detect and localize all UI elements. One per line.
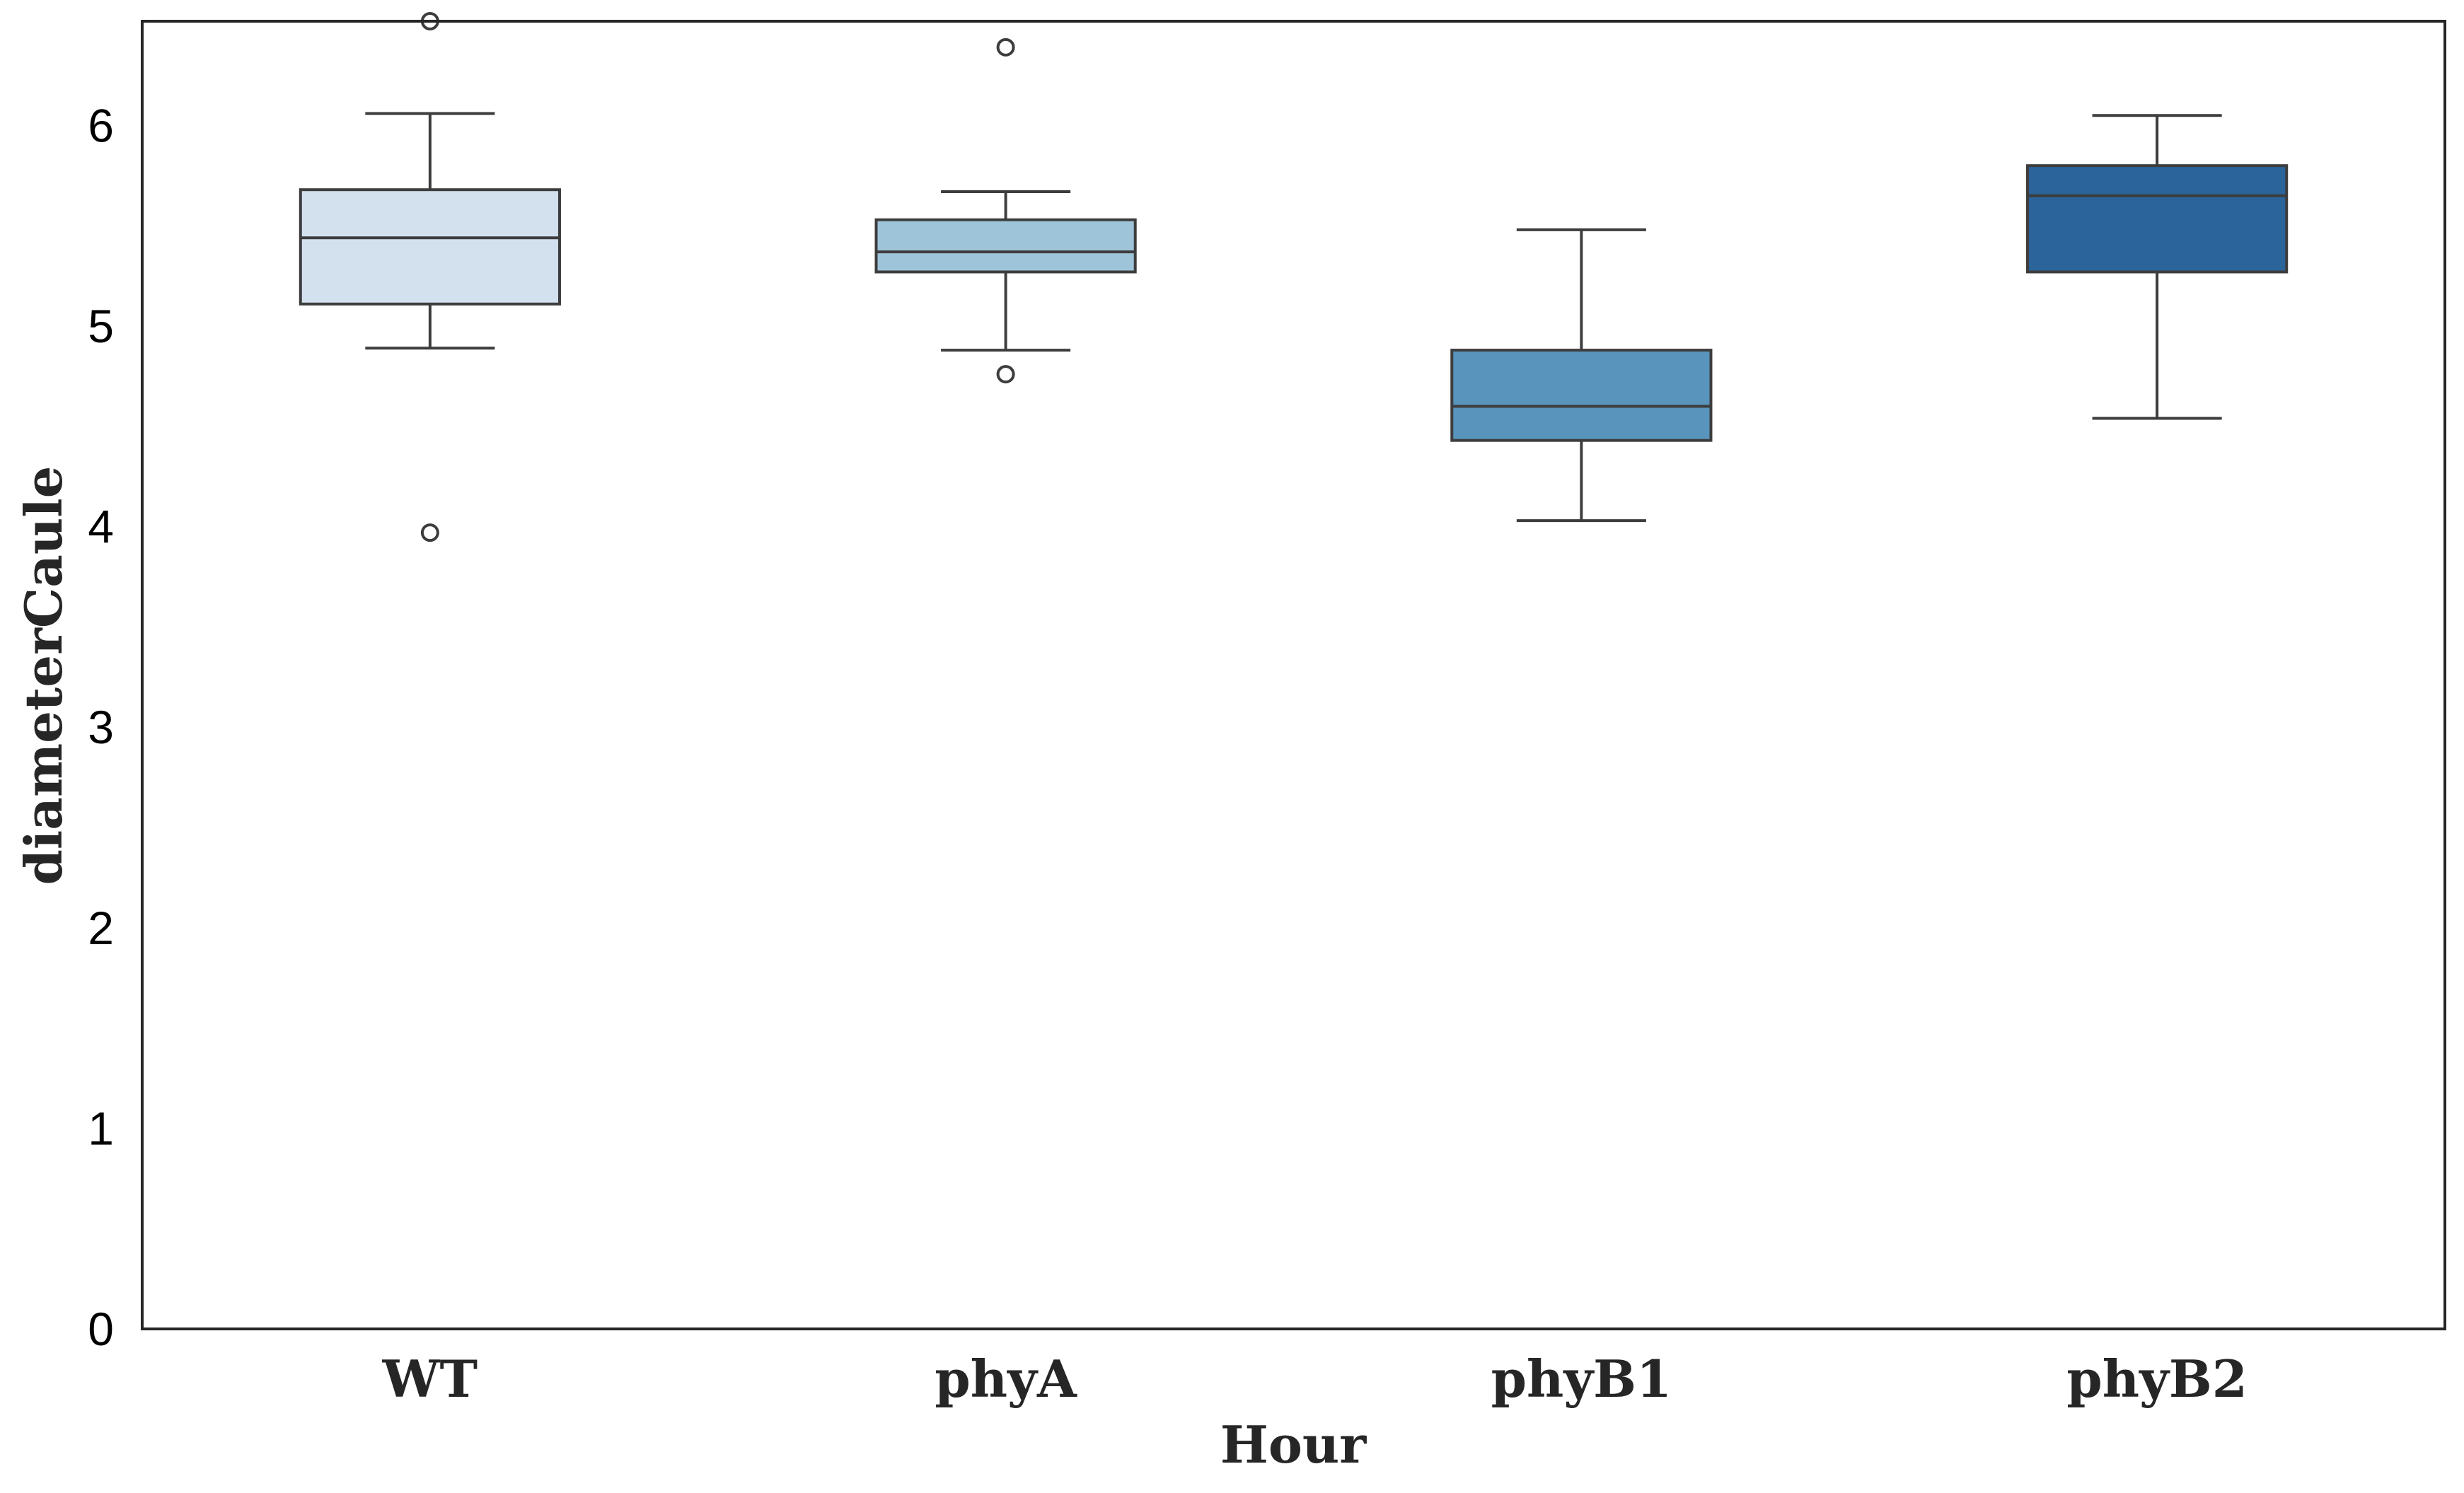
y-tick-label: 6 bbox=[88, 99, 114, 151]
x-axis: WT phyA phyB1 phyB2 bbox=[382, 1349, 2248, 1409]
x-axis-title: Hour bbox=[1220, 1414, 1367, 1475]
x-tick-label: phyB1 bbox=[1491, 1349, 1672, 1409]
iqr-box bbox=[1450, 349, 1713, 442]
x-tick-label: WT bbox=[382, 1349, 478, 1409]
y-axis-title: diameterCaule bbox=[13, 466, 74, 885]
y-tick-label: 0 bbox=[88, 1303, 114, 1355]
y-axis: 0 1 2 3 4 5 6 bbox=[88, 99, 114, 1355]
x-tick-label: phyB2 bbox=[2066, 1349, 2247, 1409]
plot-frame bbox=[141, 20, 2446, 1330]
box-group-phyb1 bbox=[1450, 228, 1713, 523]
y-tick-label: 5 bbox=[88, 300, 114, 352]
x-tick-label: phyA bbox=[935, 1349, 1077, 1409]
iqr-box bbox=[874, 218, 1137, 274]
iqr-box bbox=[2026, 164, 2289, 274]
y-tick-label: 1 bbox=[88, 1102, 114, 1154]
y-tick-label: 2 bbox=[88, 902, 114, 954]
outlier-point bbox=[996, 37, 1015, 57]
outlier-point bbox=[420, 523, 439, 542]
iqr-box bbox=[299, 188, 561, 306]
box-group-phyb2 bbox=[2026, 114, 2289, 420]
y-tick-label: 3 bbox=[88, 701, 114, 753]
marks-layer bbox=[299, 12, 2289, 542]
box-group-wt bbox=[299, 12, 561, 542]
box-group-phya bbox=[874, 37, 1137, 384]
y-tick-label: 4 bbox=[88, 501, 114, 553]
outlier-point bbox=[996, 365, 1015, 384]
